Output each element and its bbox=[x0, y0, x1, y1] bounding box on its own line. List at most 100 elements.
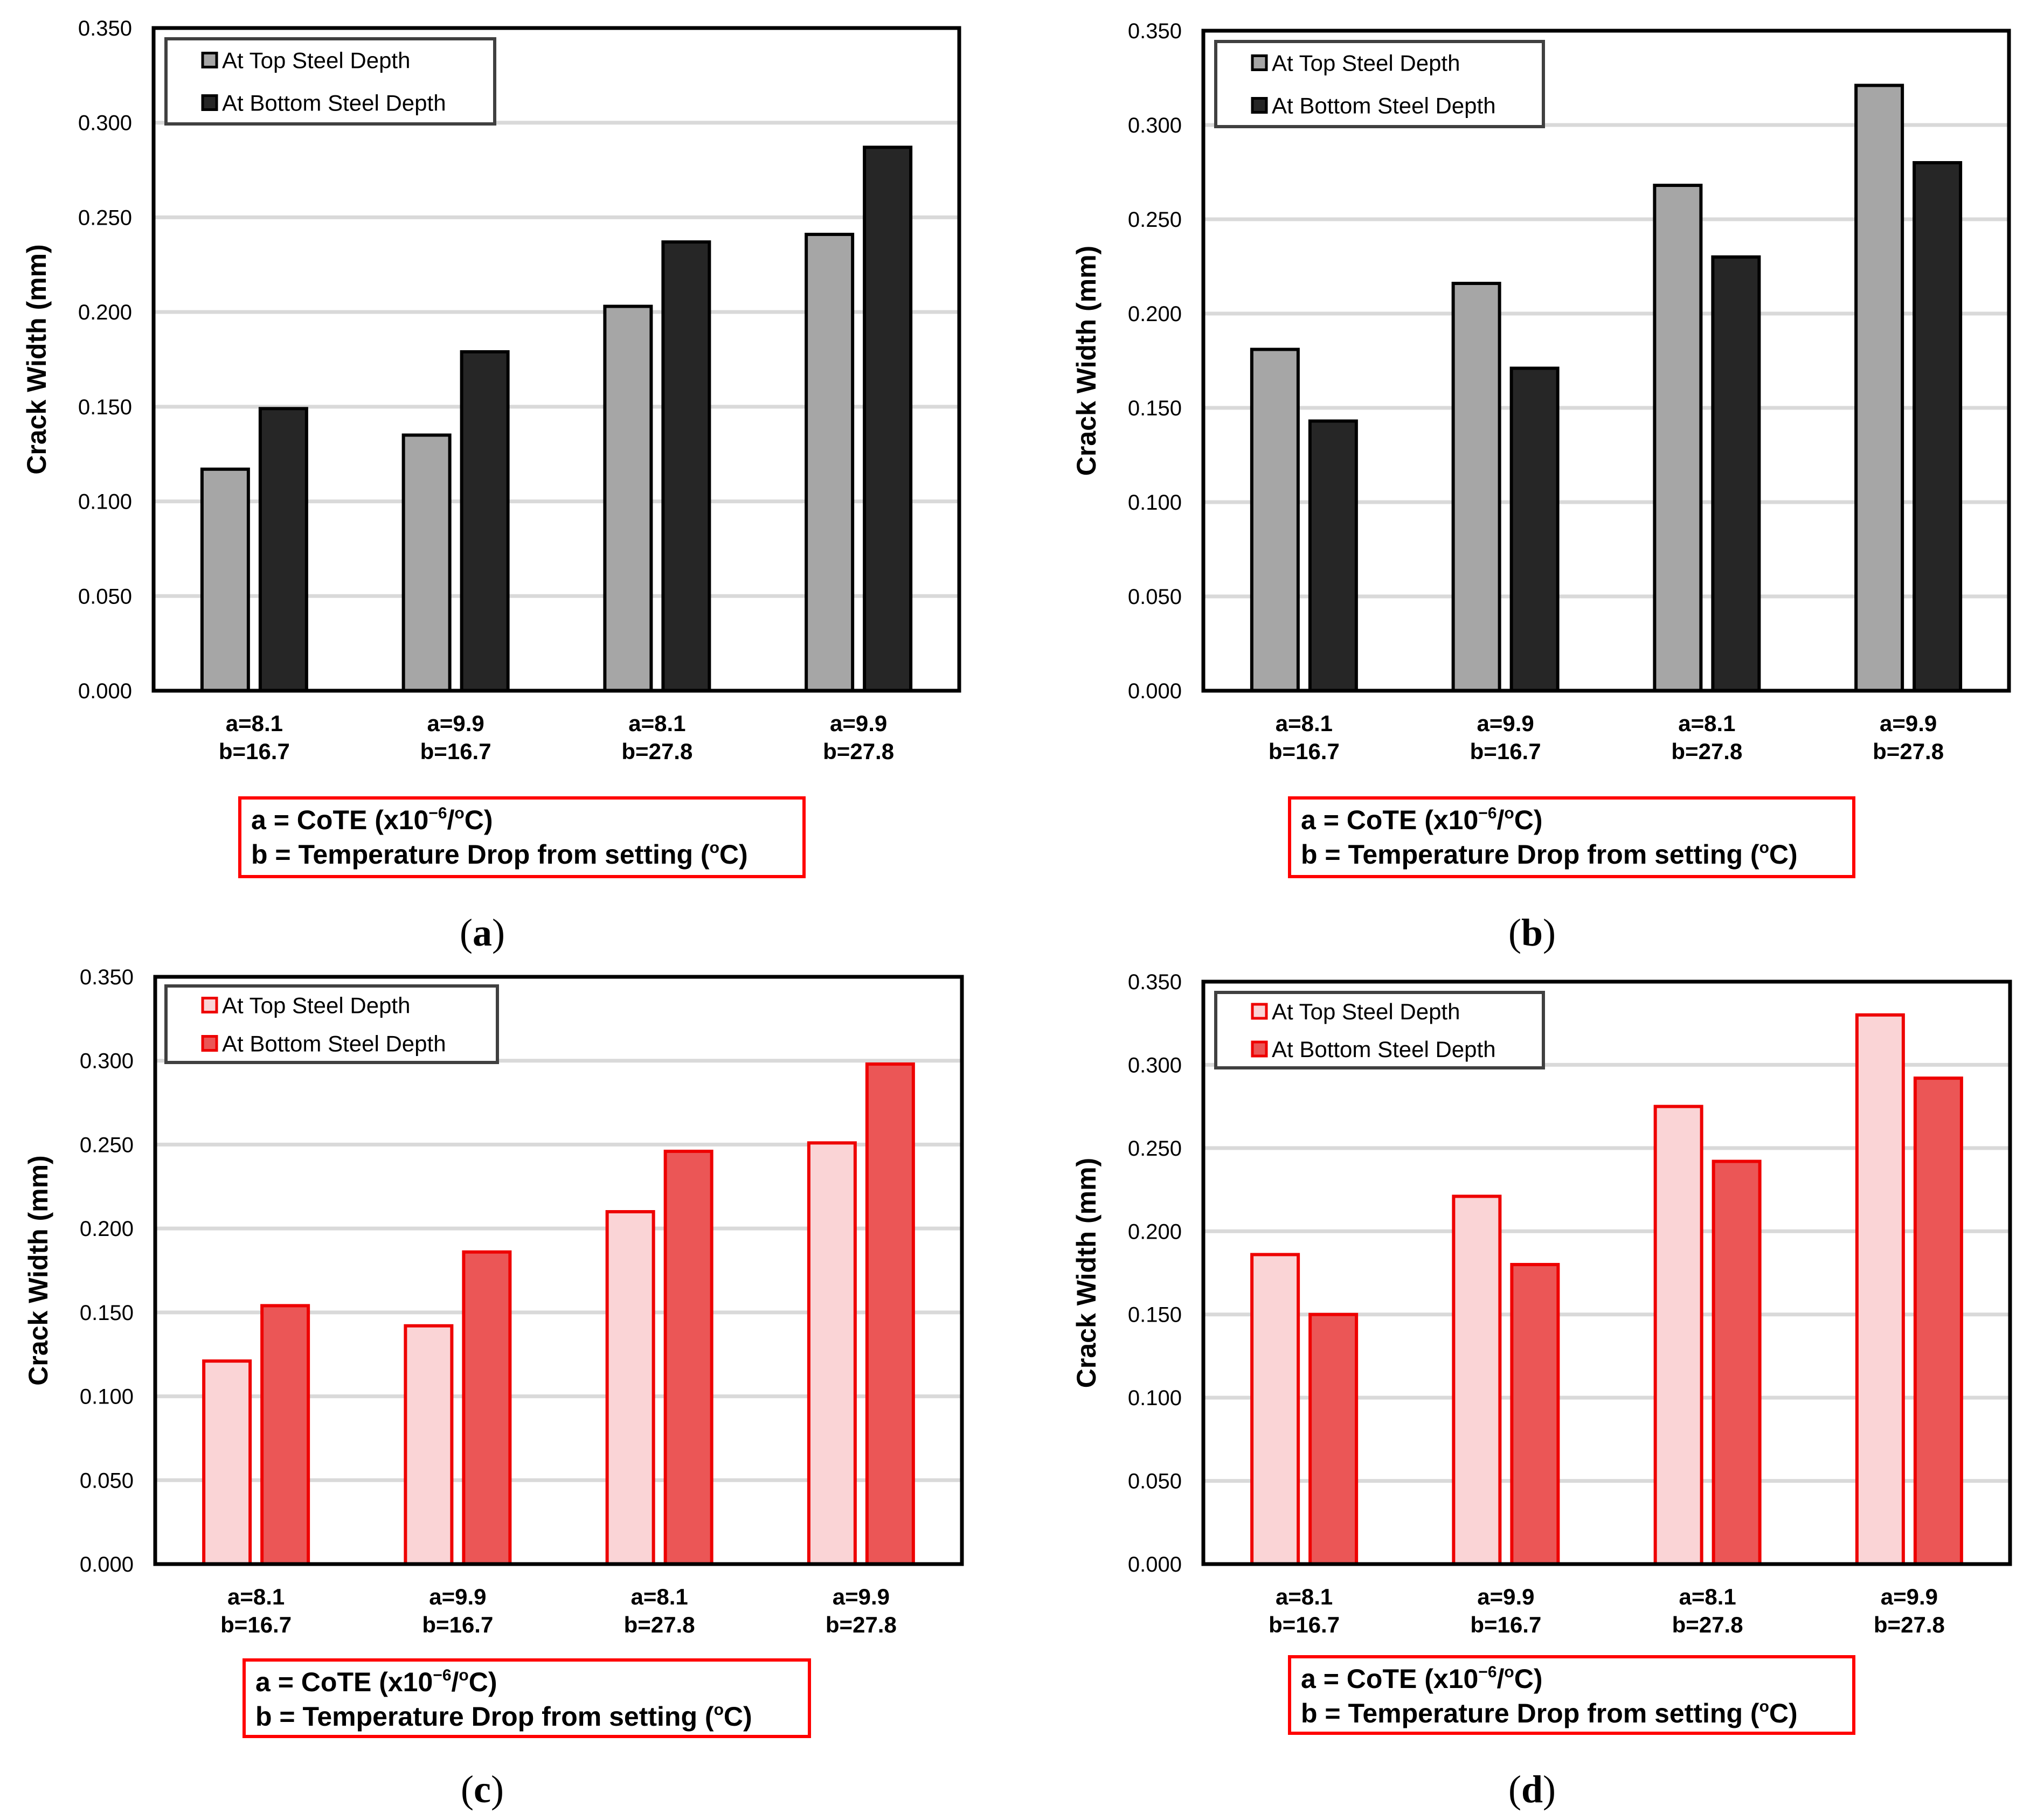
caption-c: (c) bbox=[461, 1768, 504, 1811]
x-tick-label: a=9.9 bbox=[830, 711, 887, 736]
y-tick-label: 0.350 bbox=[78, 17, 132, 40]
x-tick-label: a=8.1 bbox=[227, 1584, 285, 1609]
legend-label: At Top Steel Depth bbox=[1272, 51, 1460, 76]
x-tick-label: a=8.1 bbox=[1679, 1584, 1736, 1609]
y-tick-label: 0.100 bbox=[80, 1385, 134, 1409]
y-tick-label: 0.000 bbox=[78, 679, 132, 703]
x-tick-label: b=27.8 bbox=[1874, 1612, 1945, 1637]
note-a-line: a = CoTE (x10−6/oC) bbox=[251, 804, 493, 835]
legend-swatch bbox=[1251, 1040, 1268, 1058]
x-tick-label: b=16.7 bbox=[422, 1612, 493, 1637]
note-box-a: a = CoTE (x10−6/oC) b = Temperature Drop… bbox=[238, 796, 806, 878]
y-tick-label: 0.350 bbox=[80, 965, 134, 989]
legend-swatch bbox=[201, 1035, 218, 1052]
y-axis-label: Crack Width (mm) bbox=[1071, 1158, 1101, 1388]
chart-d-svg: 0.000 0.050 0.100 0.150 0.200 0.250 0.300 0.350… bbox=[1071, 970, 2012, 1637]
x-tick-label: b=27.8 bbox=[1672, 1612, 1743, 1637]
bar-bottom-steel-4 bbox=[863, 145, 913, 692]
caption-b: (b) bbox=[1508, 911, 1556, 954]
chart-b-svg: 0.000 0.050 0.100 0.150 0.200 0.250 0.300 0.350… bbox=[1071, 19, 2011, 764]
x-tick-label: b=27.8 bbox=[621, 739, 692, 764]
bar-bottom-steel-1 bbox=[260, 1304, 310, 1566]
bar-bottom-steel-1 bbox=[1308, 419, 1358, 692]
y-tick-label: 0.300 bbox=[1128, 1053, 1182, 1077]
y-tick-label: 0.250 bbox=[80, 1133, 134, 1157]
y-tick-label: 0.050 bbox=[1128, 585, 1182, 609]
plot-frame bbox=[151, 26, 961, 693]
y-tick-label: 0.200 bbox=[80, 1217, 134, 1241]
y-tick-label: 0.150 bbox=[1128, 1303, 1182, 1327]
note-a-line: a = CoTE (x10−6/oC) bbox=[255, 1666, 497, 1697]
y-tick-label: 0.000 bbox=[1128, 679, 1182, 703]
note-b-line: b = Temperature Drop from setting (oC) bbox=[1301, 839, 1798, 870]
y-tick-label: 0.050 bbox=[80, 1469, 134, 1492]
note-a-line: a = CoTE (x10−6/oC) bbox=[1301, 1663, 1543, 1694]
plot-frame bbox=[1201, 980, 2012, 1566]
x-tick-label: b=27.8 bbox=[624, 1612, 695, 1637]
y-tick-label: 0.300 bbox=[78, 112, 132, 135]
x-tick-label: b=16.7 bbox=[1269, 739, 1340, 764]
legend-label: At Bottom Steel Depth bbox=[222, 91, 446, 116]
y-tick-label: 0.100 bbox=[1128, 1386, 1182, 1410]
x-tick-label: b=27.8 bbox=[1873, 739, 1944, 764]
note-b-line: b = Temperature Drop from setting (oC) bbox=[255, 1701, 752, 1732]
x-tick-label: a=9.9 bbox=[1477, 711, 1534, 736]
x-tick-label: a=9.9 bbox=[1477, 1584, 1534, 1609]
y-tick-label: 0.250 bbox=[1128, 208, 1182, 232]
bar-top-steel-3 bbox=[603, 304, 653, 692]
legend-swatch bbox=[1251, 1003, 1268, 1020]
legend-label: At Bottom Steel Depth bbox=[1272, 1037, 1496, 1062]
chart-panel-a: 0.000 0.050 0.100 0.150 0.200 0.250 0.300 0.350… bbox=[0, 0, 1015, 954]
y-tick-label: 0.050 bbox=[78, 585, 132, 608]
legend-box bbox=[1214, 991, 1545, 1069]
bar-bottom-steel-3 bbox=[1712, 1159, 1762, 1566]
chart-c-svg: 0.000 0.050 0.100 0.150 0.200 0.250 0.300 0.350… bbox=[23, 965, 964, 1637]
y-tick-label: 0.000 bbox=[1128, 1553, 1182, 1576]
legend-swatch bbox=[1251, 97, 1268, 114]
caption-a: (a) bbox=[460, 911, 505, 954]
bar-bottom-steel-2 bbox=[460, 350, 510, 692]
bar-bottom-steel-4 bbox=[865, 1062, 915, 1566]
y-tick-label: 0.150 bbox=[78, 395, 132, 419]
bar-top-steel-4 bbox=[807, 1141, 857, 1566]
bar-top-steel-1 bbox=[1250, 348, 1300, 692]
legend-label: At Top Steel Depth bbox=[222, 993, 410, 1018]
x-tick-label: a=8.1 bbox=[1276, 711, 1333, 736]
y-tick-label: 0.350 bbox=[1128, 19, 1182, 43]
chart-a-svg: 0.000 0.050 0.100 0.150 0.200 0.250 0.300 0.350… bbox=[22, 17, 961, 764]
x-tick-label: a=9.9 bbox=[833, 1584, 890, 1609]
y-tick-label: 0.100 bbox=[1128, 491, 1182, 515]
bar-top-steel-2 bbox=[1451, 282, 1501, 692]
bar-top-steel-1 bbox=[202, 1359, 252, 1566]
bar-top-steel-3 bbox=[1653, 1104, 1703, 1566]
plot-frame bbox=[1201, 29, 2011, 693]
note-a-line: a = CoTE (x10−6/oC) bbox=[1301, 804, 1543, 835]
legend-label: At Top Steel Depth bbox=[1272, 999, 1460, 1024]
chart-panel-d: 0.000 0.050 0.100 0.150 0.200 0.250 0.300 0.350… bbox=[1015, 916, 2030, 1820]
note-b-line: b = Temperature Drop from setting (oC) bbox=[251, 839, 748, 870]
plot-frame bbox=[153, 975, 964, 1566]
x-tick-label: b=27.8 bbox=[823, 739, 894, 764]
bar-top-steel-3 bbox=[1653, 184, 1703, 692]
x-tick-label: b=16.7 bbox=[220, 1612, 292, 1637]
bar-top-steel-1 bbox=[200, 467, 250, 692]
legend-box bbox=[1214, 40, 1545, 128]
x-tick-label: a=8.1 bbox=[226, 711, 283, 736]
x-tick-label: a=9.9 bbox=[429, 1584, 486, 1609]
note-b-line: b = Temperature Drop from setting (oC) bbox=[1301, 1698, 1798, 1728]
x-tick-label: a=8.1 bbox=[1276, 1584, 1333, 1609]
x-tick-label: a=9.9 bbox=[1880, 711, 1937, 736]
bar-bottom-steel-1 bbox=[258, 407, 308, 692]
y-tick-label: 0.200 bbox=[78, 301, 132, 324]
y-tick-label: 0.150 bbox=[80, 1301, 134, 1325]
x-tick-label: a=9.9 bbox=[1881, 1584, 1938, 1609]
chart-panel-c: 0.000 0.050 0.100 0.150 0.200 0.250 0.300 0.350… bbox=[0, 916, 1015, 1820]
bar-bottom-steel-2 bbox=[1510, 1263, 1560, 1566]
note-box-d: a = CoTE (x10−6/oC) b = Temperature Drop… bbox=[1288, 1655, 1855, 1735]
bar-bottom-steel-2 bbox=[462, 1250, 512, 1566]
y-axis-label: Crack Width (mm) bbox=[22, 244, 52, 474]
y-tick-label: 0.200 bbox=[1128, 1220, 1182, 1244]
bar-top-steel-3 bbox=[605, 1210, 655, 1566]
note-box-b: a = CoTE (x10−6/oC) b = Temperature Drop… bbox=[1288, 796, 1855, 878]
x-tick-label: b=16.7 bbox=[219, 739, 290, 764]
